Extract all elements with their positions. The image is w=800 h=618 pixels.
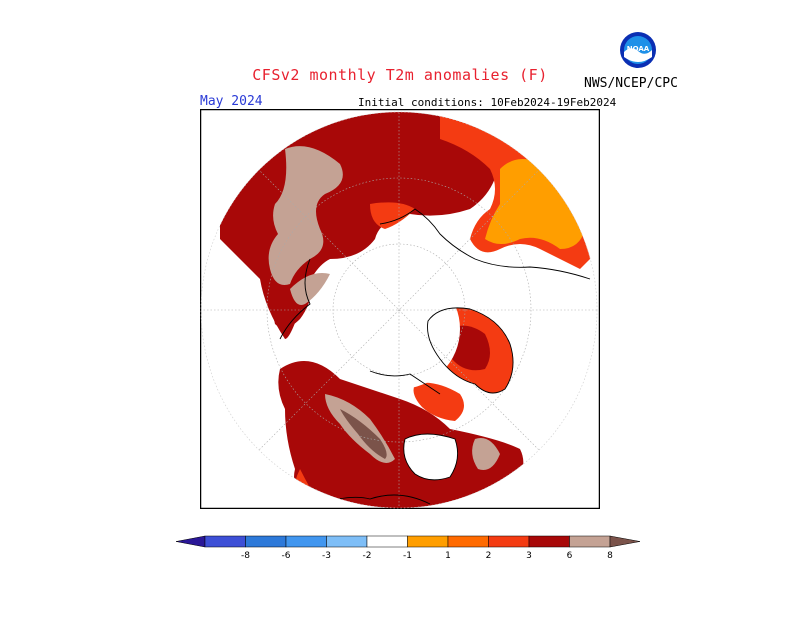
noaa-logo-text: NOAA bbox=[627, 45, 650, 53]
labrador-high-anomaly-patch bbox=[472, 438, 500, 470]
hudson-bay-water bbox=[403, 434, 458, 480]
legend-tick-label: 2 bbox=[486, 551, 492, 561]
legend-swatch bbox=[366, 535, 408, 548]
color-legend: -8 -6 -3 -2 -1 1 2 3 6 8 bbox=[170, 530, 641, 570]
legend-tick-label: -3 bbox=[322, 551, 331, 561]
noaa-logo: NOAA bbox=[619, 31, 657, 69]
legend-tick-label: -1 bbox=[403, 551, 412, 561]
canada-red-region bbox=[413, 382, 464, 421]
legend-tick-label: 3 bbox=[526, 551, 532, 561]
legend-tick-label: -8 bbox=[241, 551, 250, 561]
legend-swatch bbox=[407, 535, 449, 548]
arctic-ocean-neutral bbox=[340, 269, 460, 389]
initial-conditions-label: Initial conditions: 10Feb2024-19Feb2024 bbox=[358, 96, 617, 109]
siberia-high-anomaly-patch bbox=[268, 146, 343, 285]
ne-siberia-red-region bbox=[370, 202, 415, 229]
legend-tick-label: -2 bbox=[363, 551, 372, 561]
month-label: May 2024 bbox=[200, 94, 263, 109]
legend-swatch bbox=[204, 535, 246, 548]
north-america-warm-region bbox=[278, 361, 524, 508]
legend-right-arrow bbox=[609, 535, 641, 548]
europe-high-anomaly-patch bbox=[290, 273, 330, 305]
globe-boundary bbox=[200, 111, 598, 509]
legend-swatch bbox=[245, 535, 287, 548]
north-america-max-anomaly-patch bbox=[340, 409, 387, 459]
legend-swatch bbox=[326, 535, 368, 548]
legend-swatch bbox=[488, 535, 530, 548]
map-title: CFSv2 monthly T2m anomalies (F) bbox=[252, 66, 548, 84]
legend-tick-label: -6 bbox=[282, 551, 291, 561]
legend-swatch bbox=[285, 535, 327, 548]
polar-map bbox=[199, 108, 601, 510]
legend-tick-label: 6 bbox=[567, 551, 573, 561]
legend-swatch bbox=[569, 535, 611, 548]
legend-swatch bbox=[447, 535, 489, 548]
legend-swatch bbox=[528, 535, 570, 548]
organization-label: NWS/NCEP/CPC bbox=[584, 76, 678, 91]
legend-left-arrow bbox=[175, 535, 206, 548]
legend-tick-label: 1 bbox=[445, 551, 451, 561]
legend-tick-label: 8 bbox=[607, 551, 613, 561]
